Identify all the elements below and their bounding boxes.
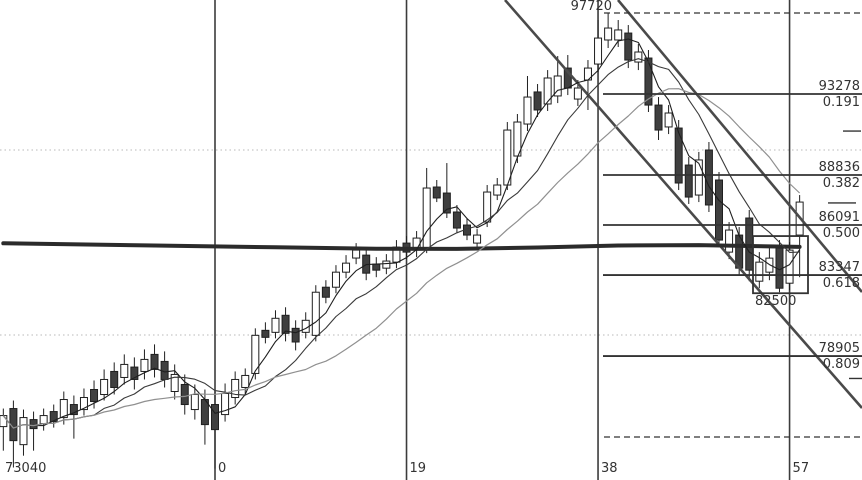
- candle-up: [553, 75, 562, 97]
- fibonacci-layer: [603, 12, 862, 438]
- candle-up: [422, 187, 431, 249]
- candle-down: [533, 91, 542, 111]
- candle-up: [271, 317, 280, 333]
- candle-down: [211, 404, 219, 431]
- trendlines-layer: [504, 0, 862, 409]
- candle-down: [49, 411, 58, 423]
- candle-down: [150, 353, 159, 370]
- right-ticks-layer: [828, 130, 862, 380]
- candle-up: [503, 129, 512, 186]
- candle-up: [331, 271, 340, 288]
- candle-up: [100, 378, 109, 396]
- moving-averages-layer: [1, 38, 802, 429]
- thick-moving-average[interactable]: [1, 241, 802, 251]
- candle-up: [694, 159, 703, 196]
- candle-down: [442, 192, 451, 214]
- candle-up: [140, 358, 149, 372]
- box-annotation-layer: [752, 235, 809, 295]
- candle-up: [241, 374, 250, 388]
- candle-up: [785, 249, 794, 284]
- candle-up: [59, 399, 68, 419]
- candle-down: [715, 179, 723, 241]
- candle-down: [432, 186, 441, 199]
- candle-up: [473, 234, 482, 244]
- candle-up: [79, 397, 88, 411]
- candle-up: [39, 415, 48, 425]
- candle-up: [190, 394, 199, 411]
- candle-up: [573, 87, 582, 100]
- candle-up: [543, 77, 552, 105]
- candle-down: [684, 164, 693, 198]
- candle-down: [372, 263, 381, 271]
- candle-down: [110, 370, 119, 388]
- candle-up: [614, 29, 623, 41]
- candle-up: [523, 96, 532, 125]
- moving-average-period-18[interactable]: [2, 88, 801, 429]
- candle-up: [352, 249, 361, 259]
- candle-up: [594, 37, 603, 65]
- candle-down: [261, 329, 270, 338]
- candle-down: [452, 211, 461, 229]
- candle-up: [755, 261, 764, 282]
- candle-up: [251, 334, 260, 374]
- candle-down: [654, 104, 663, 131]
- candle-down: [321, 286, 330, 298]
- candle-up: [342, 262, 351, 273]
- candle-down: [674, 127, 683, 184]
- candle-up: [19, 417, 28, 446]
- trendline[interactable]: [617, 0, 862, 293]
- candle-down: [180, 383, 189, 406]
- candles-layer: [0, 12, 804, 469]
- candle-up: [725, 229, 734, 253]
- candle-down: [291, 327, 300, 343]
- candle-up: [493, 184, 502, 196]
- candle-up: [664, 112, 673, 128]
- moving-average-period-9[interactable]: [2, 58, 800, 429]
- moving-average-period-4[interactable]: [2, 38, 801, 429]
- candle-up: [604, 27, 613, 41]
- vertical-gridlines-layer: [214, 0, 791, 480]
- trendline[interactable]: [504, 0, 862, 409]
- candle-up: [382, 260, 391, 269]
- candle-down: [281, 314, 290, 334]
- candle-up: [231, 378, 240, 399]
- candle-down: [69, 404, 78, 416]
- candle-down: [29, 419, 38, 430]
- candle-down: [644, 57, 653, 106]
- candle-down: [624, 32, 633, 61]
- candle-up: [0, 415, 8, 428]
- candle-up: [311, 291, 320, 336]
- candle-up: [170, 373, 179, 393]
- candle-down: [704, 149, 713, 206]
- candle-down: [90, 388, 99, 403]
- candle-up: [120, 363, 129, 378]
- candle-down: [130, 366, 139, 380]
- consolidation-box[interactable]: [752, 235, 809, 295]
- candle-up: [634, 51, 643, 63]
